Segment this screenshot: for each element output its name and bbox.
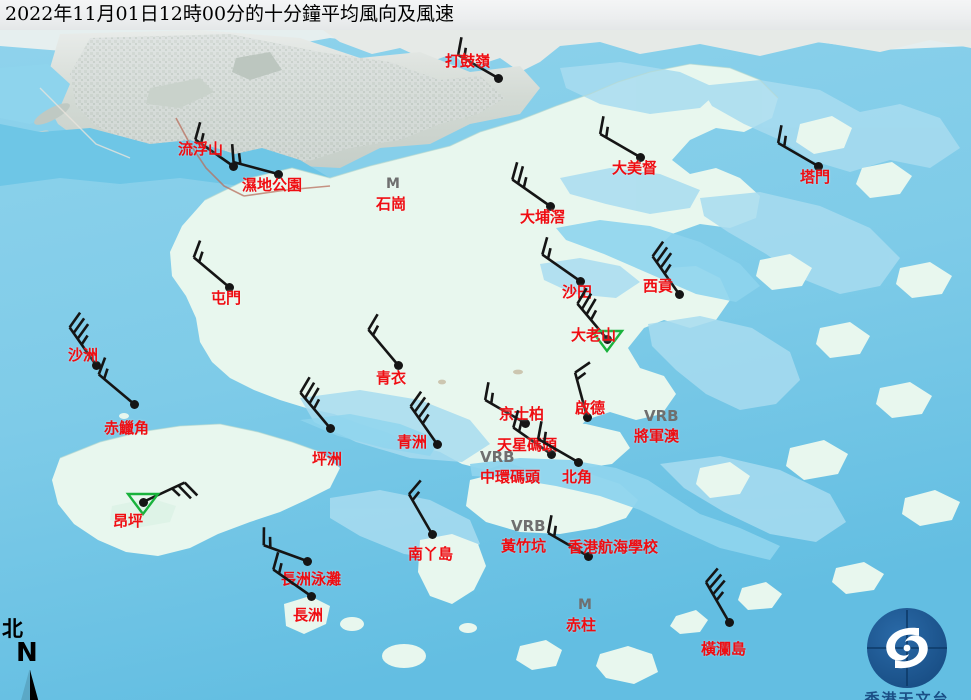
- wind-barb-icon: [576, 287, 625, 353]
- station-dot-icon: [303, 557, 312, 566]
- wind-barb-icon: [367, 313, 399, 366]
- station-dot-icon: [725, 618, 734, 627]
- wind-barb-icon: [541, 236, 581, 283]
- wind-barb-icon: [511, 161, 551, 208]
- station-dot-icon: [547, 450, 556, 459]
- compass-rose: 北 N: [2, 618, 62, 700]
- station-label: 坪洲: [312, 450, 343, 468]
- wind-barb-icon: [704, 567, 731, 623]
- wind-barb-icon: [456, 37, 499, 80]
- wind-barb-icon: [776, 125, 819, 168]
- wind-barb-icon: [573, 361, 591, 418]
- wind-barb-icon: [262, 527, 308, 563]
- station-dot-icon: [494, 74, 503, 83]
- gust-triangle-icon: [125, 492, 161, 516]
- station-label: 大美督: [612, 159, 658, 177]
- station-label: 濕地公園: [242, 176, 303, 194]
- station-label: 啟德: [575, 399, 606, 417]
- station-dot-icon: [814, 162, 823, 171]
- station-dot-icon: [274, 170, 283, 179]
- variable-wind-flag: VRB: [511, 517, 546, 535]
- station-dot-icon: [574, 458, 583, 467]
- station-label: 大埔滘: [520, 208, 566, 226]
- missing-data-flag: M: [578, 597, 592, 613]
- station-dot-icon: [584, 552, 593, 561]
- station-dot-icon: [636, 153, 645, 162]
- station-dot-icon: [326, 424, 335, 433]
- station-dot-icon: [229, 162, 238, 171]
- station-label: 京士柏: [499, 405, 545, 423]
- map-basemap: [0, 28, 971, 700]
- station-label: 將軍澳: [634, 427, 680, 445]
- station-label: 打鼓嶺: [445, 52, 491, 70]
- wind-barb-icon: [68, 311, 98, 366]
- map-canvas[interactable]: 打鼓嶺流浮山 濕地公園 M 石崗 大美督大埔滘 塔門屯門 沙田 西貢大老山沙洲青衣赤鱲角 京士柏…: [0, 28, 971, 700]
- wind-barb-icon: [299, 376, 331, 429]
- page-title: 2022年11月01日12時00分的十分鐘平均風向及風速: [5, 3, 455, 25]
- station-dot-icon: [225, 283, 234, 292]
- missing-data-flag: M: [386, 176, 400, 192]
- wind-barb-icon: [483, 382, 526, 425]
- wind-barb-icon: [407, 479, 434, 535]
- station-dot-icon: [428, 530, 437, 539]
- station-label: 赤鱲角: [104, 419, 150, 437]
- station-label: 屯門: [211, 289, 242, 307]
- station-label: 香港航海學校: [568, 538, 659, 556]
- wind-barb-icon: [194, 121, 234, 168]
- station-label: 石崗: [376, 195, 407, 213]
- station-label: 沙洲: [68, 346, 99, 364]
- wind-barb-icon: [192, 240, 230, 288]
- station-dot-icon: [675, 290, 684, 299]
- gust-triangle-icon: [589, 329, 625, 353]
- station-dot-icon: [546, 202, 555, 211]
- compass-needle-icon: [21, 669, 39, 700]
- station-label: 大老山: [571, 326, 617, 344]
- station-label: 北角: [562, 468, 593, 486]
- variable-wind-flag: VRB: [480, 448, 515, 466]
- compass-label-cn: 北: [2, 616, 23, 641]
- hko-logo-name-cn: 香港天文台: [864, 690, 950, 700]
- wind-barb-icon: [125, 481, 199, 516]
- station-dot-icon: [433, 440, 442, 449]
- station-label: 黃竹坑: [501, 537, 547, 555]
- station-dot-icon: [307, 592, 316, 601]
- title-bar: 2022年11月01日12時00分的十分鐘平均風向及風速: [0, 0, 971, 30]
- hko-logo: 香港天文台 HONG KONG OBSERVATORY: [843, 606, 971, 700]
- station-label: 中環碼頭: [480, 468, 541, 486]
- wind-barb-icon: [97, 357, 135, 405]
- station-label: 沙田: [562, 283, 593, 301]
- station-label: 青洲: [397, 433, 428, 451]
- station-dot-icon: [576, 277, 585, 286]
- station-label: 南丫島: [408, 545, 454, 563]
- station-label: 塔門: [800, 168, 831, 186]
- station-dot-icon: [139, 498, 148, 507]
- compass-label-n: N: [16, 638, 38, 668]
- wind-barb-icon: [512, 409, 552, 456]
- station-label: 赤柱: [566, 616, 597, 634]
- wind-barb-icon: [272, 551, 312, 598]
- station-label: 橫瀾島: [701, 640, 747, 658]
- hko-logo-icon: [867, 608, 947, 688]
- station-dot-icon: [521, 419, 530, 428]
- station-dot-icon: [394, 361, 403, 370]
- wind-barb-icon: [598, 116, 641, 159]
- station-label: 西貢: [643, 277, 674, 295]
- station-label: 昂坪: [113, 512, 144, 530]
- station-label: 長洲泳灘: [281, 570, 342, 588]
- station-dot-icon: [130, 400, 139, 409]
- station-label: 流浮山: [178, 140, 224, 158]
- wind-barb-icon: [230, 144, 279, 176]
- wind-barb-icon: [536, 421, 579, 464]
- variable-wind-flag: VRB: [644, 407, 679, 425]
- station-label: 青衣: [376, 369, 407, 387]
- station-label: 長洲: [293, 606, 324, 624]
- wind-barb-icon: [546, 515, 589, 558]
- station-dot-icon: [583, 413, 592, 422]
- station-dot-icon: [603, 335, 612, 344]
- wind-barb-icon: [409, 390, 439, 445]
- wind-barb-icon: [651, 240, 681, 295]
- station-dot-icon: [92, 361, 101, 370]
